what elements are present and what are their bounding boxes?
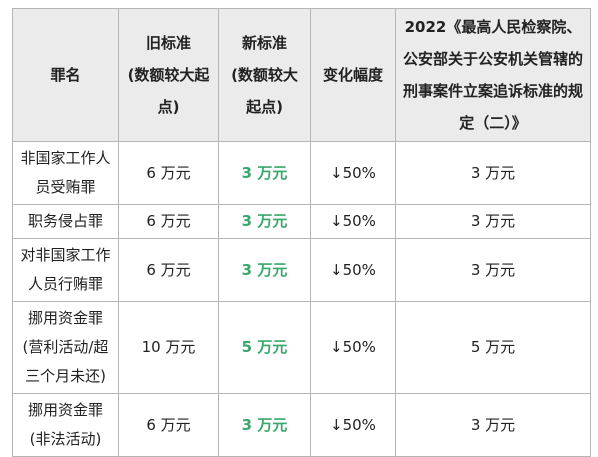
table-cell: 挪用资金罪(非法活动) xyxy=(12,393,119,457)
table-cell: 6 万元 xyxy=(118,141,219,205)
header-text: 罪名 xyxy=(50,66,81,84)
table-row: 职务侵占罪 6 万元 3 万元 ↓50% 3 万元 xyxy=(12,204,591,239)
comparison-table: 罪名 旧标准 (数额较大起点) 新标准 (数额较大起点) 变化幅度 2022《最高人民检察院… xyxy=(12,8,591,457)
table-row: 挪用资金罪(营利活动/超三个月未还) 10 万元 5 万元 ↓50% 5 万元 xyxy=(12,301,591,394)
header-text: 2022《最高人民检察院、公安部关于公安机关管辖的刑事案件立案追诉标准的规定（二… xyxy=(402,18,583,132)
table-cell: ↓50% xyxy=(310,204,396,239)
header-cell: 罪名 xyxy=(12,8,119,142)
table-cell: 6 万元 xyxy=(118,393,219,457)
header-cell: 旧标准 (数额较大起点) xyxy=(118,8,219,142)
table-cell: ↓50% xyxy=(310,141,396,205)
table-cell: 5 万元 xyxy=(395,301,591,394)
header-text: (数额较大起点) xyxy=(231,66,298,116)
table-cell: 3 万元 xyxy=(218,393,311,457)
table-cell: ↓50% xyxy=(310,238,396,302)
header-row: 罪名 旧标准 (数额较大起点) 新标准 (数额较大起点) 变化幅度 2022《最高人民检察院… xyxy=(12,8,591,142)
table-cell: 6 万元 xyxy=(118,204,219,239)
table-cell: 3 万元 xyxy=(395,141,591,205)
table-cell: 非国家工作人员受贿罪 xyxy=(12,141,119,205)
table-cell: 对非国家工作人员行贿罪 xyxy=(12,238,119,302)
table-cell: 3 万元 xyxy=(395,238,591,302)
header-cell: 变化幅度 xyxy=(310,8,396,142)
header-text: (数额较大起点) xyxy=(127,66,210,116)
table-cell: 3 万元 xyxy=(218,204,311,239)
table-cell: 5 万元 xyxy=(218,301,311,394)
table-cell: 3 万元 xyxy=(395,393,591,457)
table-container: 罪名 旧标准 (数额较大起点) 新标准 (数额较大起点) 变化幅度 2022《最高人民检察院… xyxy=(12,8,591,457)
header-text: 旧标准 xyxy=(145,34,191,52)
table-cell: ↓50% xyxy=(310,301,396,394)
table-row: 挪用资金罪(非法活动) 6 万元 3 万元 ↓50% 3 万元 xyxy=(12,393,591,457)
table-body: 非国家工作人员受贿罪 6 万元 3 万元 ↓50% 3 万元 职务侵占罪 6 万元 3 万元 ↓… xyxy=(12,141,591,457)
table-cell: 职务侵占罪 xyxy=(12,204,119,239)
header-text: 新标准 xyxy=(241,34,287,52)
table-row: 非国家工作人员受贿罪 6 万元 3 万元 ↓50% 3 万元 xyxy=(12,141,591,205)
table-header: 罪名 旧标准 (数额较大起点) 新标准 (数额较大起点) 变化幅度 2022《最高人民检察院… xyxy=(12,8,591,142)
header-text: 变化幅度 xyxy=(322,66,383,84)
header-cell: 新标准 (数额较大起点) xyxy=(218,8,311,142)
table-cell: 3 万元 xyxy=(395,204,591,239)
table-cell: ↓50% xyxy=(310,393,396,457)
table-cell: 10 万元 xyxy=(118,301,219,394)
table-cell: 6 万元 xyxy=(118,238,219,302)
header-cell: 2022《最高人民检察院、公安部关于公安机关管辖的刑事案件立案追诉标准的规定（二… xyxy=(395,8,591,142)
table-cell: 挪用资金罪(营利活动/超三个月未还) xyxy=(12,301,119,394)
table-cell: 3 万元 xyxy=(218,238,311,302)
table-row: 对非国家工作人员行贿罪 6 万元 3 万元 ↓50% 3 万元 xyxy=(12,238,591,302)
table-cell: 3 万元 xyxy=(218,141,311,205)
